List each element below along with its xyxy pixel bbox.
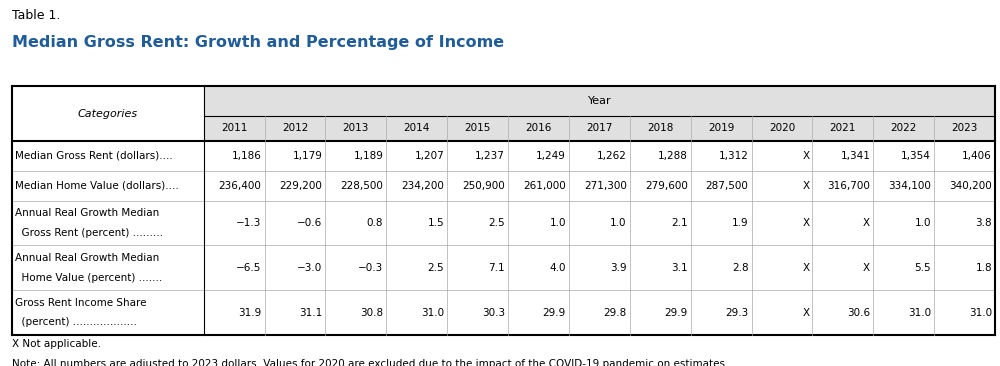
Text: Table 1.: Table 1. [12, 9, 60, 22]
Text: 1,406: 1,406 [962, 151, 992, 161]
Text: 1,249: 1,249 [536, 151, 566, 161]
Text: Gross Rent (percent) .........: Gross Rent (percent) ......... [15, 228, 163, 238]
Text: 2012: 2012 [282, 123, 308, 134]
Text: 2.5: 2.5 [488, 218, 505, 228]
Text: 31.0: 31.0 [908, 307, 931, 318]
Text: X: X [863, 263, 870, 273]
Text: 261,000: 261,000 [523, 181, 566, 191]
Text: 234,200: 234,200 [401, 181, 444, 191]
Text: 1,237: 1,237 [475, 151, 505, 161]
Text: 2020: 2020 [769, 123, 795, 134]
Text: 31.1: 31.1 [299, 307, 322, 318]
Text: 5.5: 5.5 [915, 263, 931, 273]
Text: 3.1: 3.1 [671, 263, 688, 273]
Text: 29.9: 29.9 [664, 307, 688, 318]
Text: 1,341: 1,341 [840, 151, 870, 161]
Text: 29.9: 29.9 [543, 307, 566, 318]
Text: 2016: 2016 [525, 123, 552, 134]
Text: 2019: 2019 [708, 123, 734, 134]
Text: X: X [802, 263, 809, 273]
Text: 1,186: 1,186 [232, 151, 262, 161]
Text: 2017: 2017 [586, 123, 613, 134]
Bar [204, 86, 995, 141]
Text: 1,288: 1,288 [658, 151, 688, 161]
Text: Median Gross Rent (dollars)....: Median Gross Rent (dollars).... [15, 151, 173, 161]
Text: 3.8: 3.8 [975, 218, 992, 228]
Text: 4.0: 4.0 [549, 263, 566, 273]
Text: 2021: 2021 [830, 123, 856, 134]
Text: −0.3: −0.3 [358, 263, 383, 273]
Text: 1,312: 1,312 [719, 151, 749, 161]
Text: 287,500: 287,500 [706, 181, 749, 191]
Text: 3.9: 3.9 [610, 263, 627, 273]
Text: 29.8: 29.8 [604, 307, 627, 318]
Text: 2011: 2011 [221, 123, 247, 134]
Text: 316,700: 316,700 [827, 181, 870, 191]
Text: 7.1: 7.1 [488, 263, 505, 273]
Text: 2014: 2014 [404, 123, 430, 134]
Text: 2013: 2013 [343, 123, 369, 134]
Text: X: X [863, 218, 870, 228]
Text: 31.9: 31.9 [238, 307, 262, 318]
Text: 2022: 2022 [891, 123, 917, 134]
Text: 1,354: 1,354 [901, 151, 931, 161]
Text: 340,200: 340,200 [949, 181, 992, 191]
Text: 1,189: 1,189 [353, 151, 383, 161]
Text: Median Home Value (dollars)....: Median Home Value (dollars).... [15, 181, 179, 191]
Text: Home Value (percent) .......: Home Value (percent) ....... [15, 273, 162, 283]
Text: 2.5: 2.5 [428, 263, 444, 273]
Text: 2015: 2015 [464, 123, 491, 134]
Text: 1.0: 1.0 [549, 218, 566, 228]
Text: (percent) ...................: (percent) ................... [15, 317, 137, 327]
Text: 30.3: 30.3 [482, 307, 505, 318]
Text: 334,100: 334,100 [888, 181, 931, 191]
Text: 2018: 2018 [647, 123, 673, 134]
Text: Categories: Categories [78, 109, 138, 119]
Text: 30.8: 30.8 [360, 307, 383, 318]
Text: 1.0: 1.0 [610, 218, 627, 228]
Text: X: X [802, 181, 809, 191]
Text: −1.3: −1.3 [236, 218, 262, 228]
Text: 0.8: 0.8 [367, 218, 383, 228]
Text: Median Gross Rent: Growth and Percentage of Income: Median Gross Rent: Growth and Percentage… [12, 35, 504, 50]
Text: 1.5: 1.5 [428, 218, 444, 228]
Text: 1,179: 1,179 [293, 151, 322, 161]
Text: 1.0: 1.0 [915, 218, 931, 228]
Text: 236,400: 236,400 [219, 181, 262, 191]
Text: 30.6: 30.6 [847, 307, 870, 318]
Text: 1,207: 1,207 [414, 151, 444, 161]
Text: 2023: 2023 [951, 123, 978, 134]
Text: 1.9: 1.9 [732, 218, 749, 228]
Text: Year: Year [588, 96, 611, 106]
Text: X: X [802, 151, 809, 161]
Text: X: X [802, 307, 809, 318]
Text: −6.5: −6.5 [236, 263, 262, 273]
Text: X Not applicable.: X Not applicable. [12, 339, 101, 348]
Text: −3.0: −3.0 [297, 263, 322, 273]
Text: 31.0: 31.0 [969, 307, 992, 318]
Text: Note: All numbers are adjusted to 2023 dollars. Values for 2020 are excluded due: Note: All numbers are adjusted to 2023 d… [12, 359, 728, 366]
Text: 279,600: 279,600 [645, 181, 688, 191]
Text: 2.1: 2.1 [671, 218, 688, 228]
Text: Annual Real Growth Median: Annual Real Growth Median [15, 208, 159, 218]
Text: 1.8: 1.8 [975, 263, 992, 273]
Text: 228,500: 228,500 [340, 181, 383, 191]
Text: 2.8: 2.8 [732, 263, 749, 273]
Text: −0.6: −0.6 [297, 218, 322, 228]
Text: 29.3: 29.3 [725, 307, 749, 318]
Text: X: X [802, 218, 809, 228]
Text: 229,200: 229,200 [280, 181, 322, 191]
Text: Gross Rent Income Share: Gross Rent Income Share [15, 298, 146, 308]
Text: 250,900: 250,900 [462, 181, 505, 191]
Text: Annual Real Growth Median: Annual Real Growth Median [15, 253, 159, 263]
Text: 271,300: 271,300 [584, 181, 627, 191]
Text: 1,262: 1,262 [597, 151, 627, 161]
Text: 31.0: 31.0 [421, 307, 444, 318]
